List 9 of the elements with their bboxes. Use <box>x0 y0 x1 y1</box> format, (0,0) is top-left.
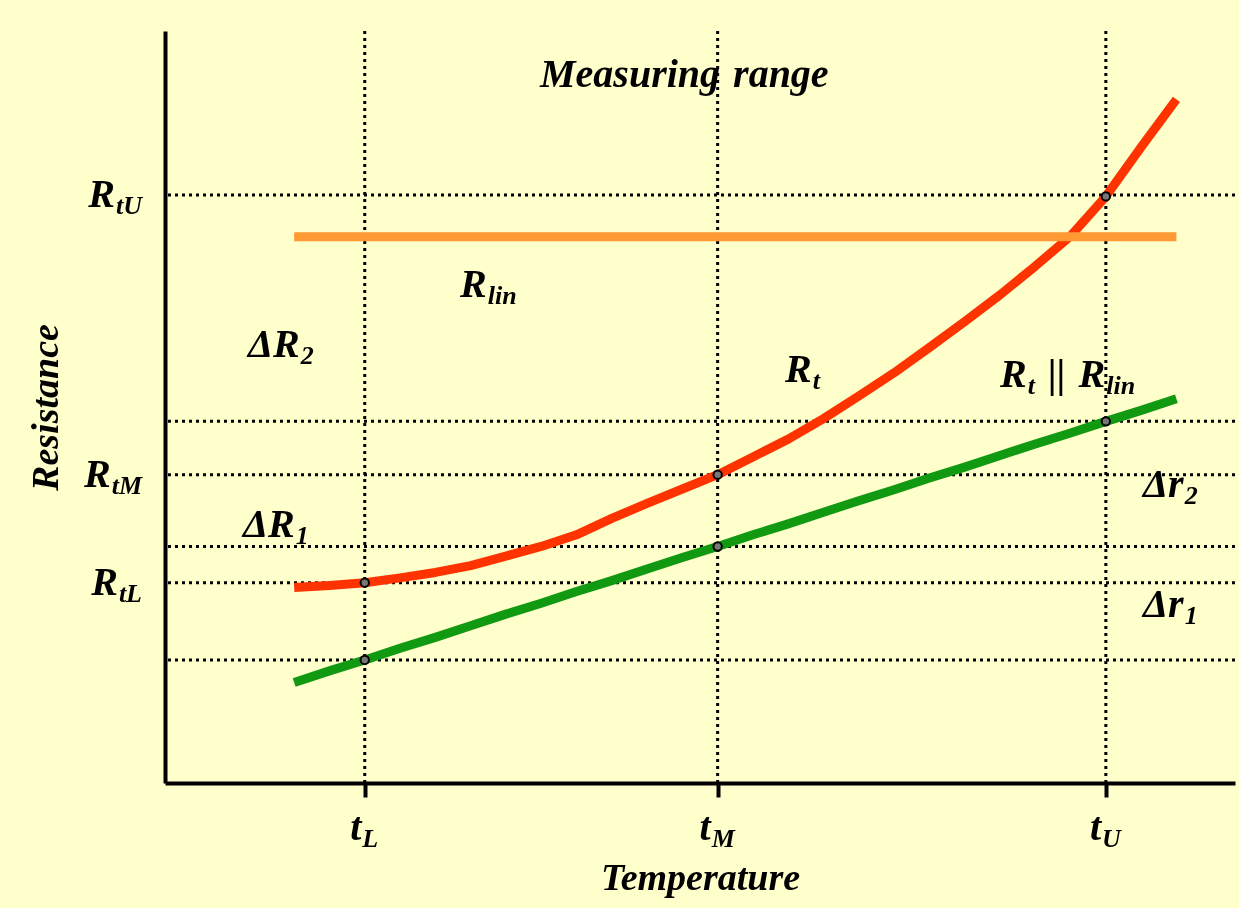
point <box>359 654 370 666</box>
x-axis-title: Temperature <box>600 855 801 898</box>
point <box>1100 191 1112 202</box>
point <box>359 577 370 588</box>
point <box>712 469 723 480</box>
y-axis-title: Resistance <box>23 323 66 492</box>
text: Measuring range <box>539 51 829 96</box>
point <box>712 541 723 552</box>
point <box>1100 416 1112 427</box>
